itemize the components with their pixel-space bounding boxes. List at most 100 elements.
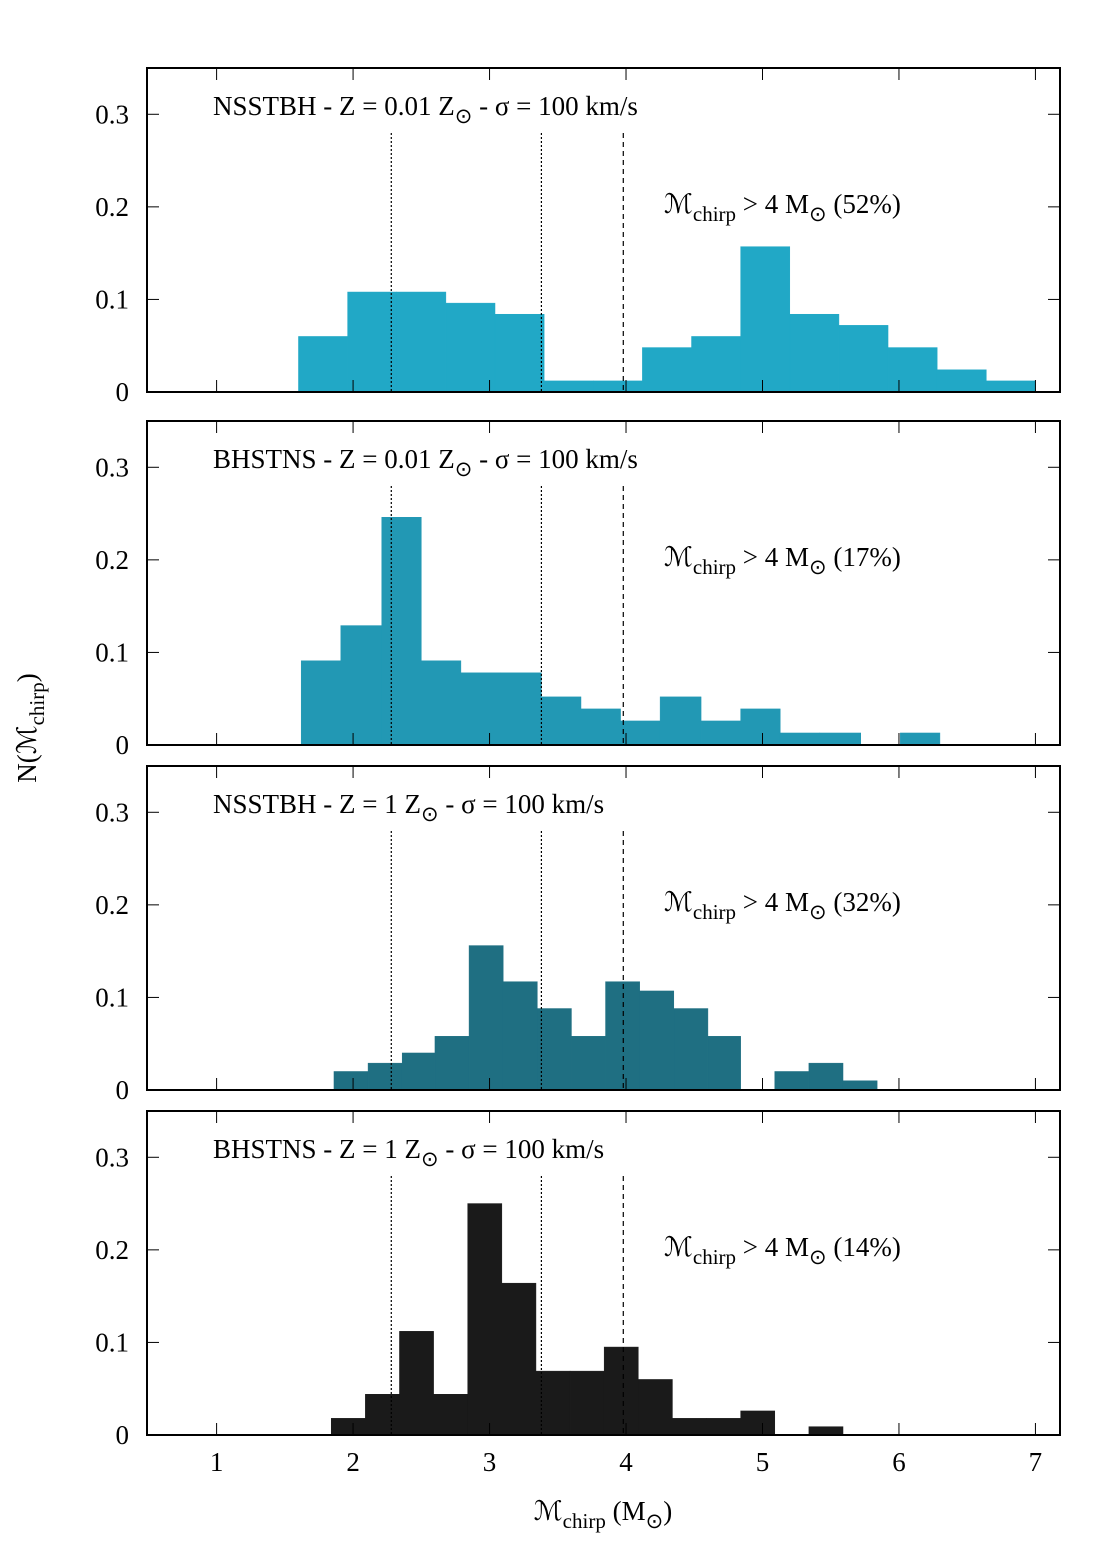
text-part: - σ = 100 km/s — [439, 1134, 605, 1164]
subscript: ⊙ — [809, 1245, 827, 1269]
bar — [691, 336, 741, 393]
y-tick-label: 0.3 — [95, 797, 129, 827]
annotation: ℳchirp > 4 M⊙ (32%) — [664, 887, 901, 924]
bar — [779, 732, 821, 746]
text-part: - σ = 100 km/s — [472, 444, 638, 474]
plot-frame — [146, 1110, 1061, 1436]
subscript: ⊙ — [421, 802, 439, 826]
text-part: (52%) — [827, 189, 901, 219]
bar — [740, 246, 791, 393]
text-part: (M — [606, 1496, 646, 1526]
text-part: (17%) — [827, 542, 901, 572]
y-tick-label: 0 — [116, 730, 130, 760]
bar — [740, 708, 781, 746]
bar — [789, 313, 840, 393]
bar — [986, 380, 1036, 393]
y-tick-label: 0.3 — [95, 452, 129, 482]
bar — [808, 1062, 844, 1091]
y-tick-label: 0.1 — [95, 284, 129, 314]
bar — [501, 1282, 537, 1436]
text-part: ℳ — [664, 189, 693, 219]
y-tick-label: 0.3 — [95, 1142, 129, 1172]
bar — [543, 380, 594, 393]
bar — [603, 1346, 639, 1436]
text-part: ℳ — [664, 1232, 693, 1262]
y-tick-label: 0.3 — [95, 99, 129, 129]
bar — [347, 291, 397, 393]
annotation: ℳchirp > 4 M⊙ (14%) — [664, 1232, 901, 1269]
bar — [620, 720, 661, 746]
x-axis-label: ℳchirp (M⊙) — [534, 1496, 672, 1533]
bar — [638, 1379, 673, 1436]
x-tick-label: 1 — [210, 1447, 224, 1477]
text-part: > 4 M — [736, 189, 809, 219]
bar — [673, 1008, 709, 1091]
subscript: ⊙ — [421, 1147, 439, 1171]
bar — [672, 1418, 707, 1436]
y-tick-label: 0 — [116, 377, 130, 407]
bar — [367, 1062, 403, 1091]
bar — [399, 1331, 434, 1436]
bar — [333, 1071, 369, 1091]
bar — [541, 696, 582, 746]
bar — [500, 672, 542, 746]
bar — [381, 517, 422, 746]
text-part: ℳ — [664, 542, 693, 572]
text-part: NSSTBH - Z = 0.01 Z — [213, 91, 455, 121]
annotation: ℳchirp > 4 M⊙ (17%) — [664, 542, 901, 579]
bar — [298, 336, 348, 393]
bar — [468, 945, 504, 1091]
bar — [740, 1410, 776, 1436]
bar — [433, 1394, 468, 1436]
x-tick-label: 3 — [483, 1447, 497, 1477]
subscript: chirp — [563, 1509, 606, 1533]
text-part: > 4 M — [736, 1232, 809, 1262]
bar — [842, 1080, 878, 1091]
text-part: ℳ — [534, 1496, 563, 1526]
text-part: (14%) — [827, 1232, 901, 1262]
y-tick-label: 0.2 — [95, 545, 129, 575]
subscript: chirp — [693, 555, 736, 579]
panel-title: NSSTBH - Z = 0.01 Z⊙ - σ = 100 km/s — [213, 91, 638, 128]
text-part: BHSTNS - Z = 0.01 Z — [213, 444, 455, 474]
x-tick-label: 7 — [1029, 1447, 1043, 1477]
bar — [396, 291, 447, 393]
bar — [819, 732, 862, 746]
x-tick-label: 5 — [756, 1447, 770, 1477]
x-tick-label: 2 — [346, 1447, 360, 1477]
bar — [330, 1418, 366, 1436]
subscript: ⊙ — [809, 900, 827, 924]
subscript: ⊙ — [455, 457, 473, 481]
x-tick-label: 6 — [892, 1447, 906, 1477]
bar — [537, 1008, 572, 1091]
bar — [460, 672, 501, 746]
bar — [900, 732, 941, 746]
text-part: > 4 M — [736, 542, 809, 572]
text-part: N(ℳ — [12, 725, 42, 782]
bar — [838, 325, 889, 393]
bar — [467, 1203, 503, 1436]
bar — [401, 1052, 436, 1091]
bar — [569, 1370, 605, 1436]
y-tick-label: 0.1 — [95, 1327, 129, 1357]
y-tick-label: 0.2 — [95, 1235, 129, 1265]
bar — [434, 1036, 470, 1091]
panel-title: BHSTNS - Z = 1 Z⊙ - σ = 100 km/s — [213, 1134, 604, 1171]
bar — [421, 660, 462, 746]
text-part: NSSTBH - Z = 1 Z — [213, 789, 421, 819]
annotation: ℳchirp > 4 M⊙ (52%) — [664, 189, 901, 226]
bar — [639, 990, 675, 1091]
panel-title: BHSTNS - Z = 0.01 Z⊙ - σ = 100 km/s — [213, 444, 638, 481]
bar — [659, 696, 702, 746]
subscript: ⊙ — [809, 202, 827, 226]
bar — [774, 1071, 810, 1091]
subscript: ⊙ — [809, 555, 827, 579]
subscript: ⊙ — [646, 1509, 664, 1533]
bar — [340, 625, 382, 746]
bar — [365, 1394, 400, 1436]
x-tick-label: 4 — [619, 1447, 633, 1477]
plot-frame — [146, 67, 1061, 393]
bar — [707, 1036, 741, 1091]
text-part: BHSTNS - Z = 1 Z — [213, 1134, 421, 1164]
